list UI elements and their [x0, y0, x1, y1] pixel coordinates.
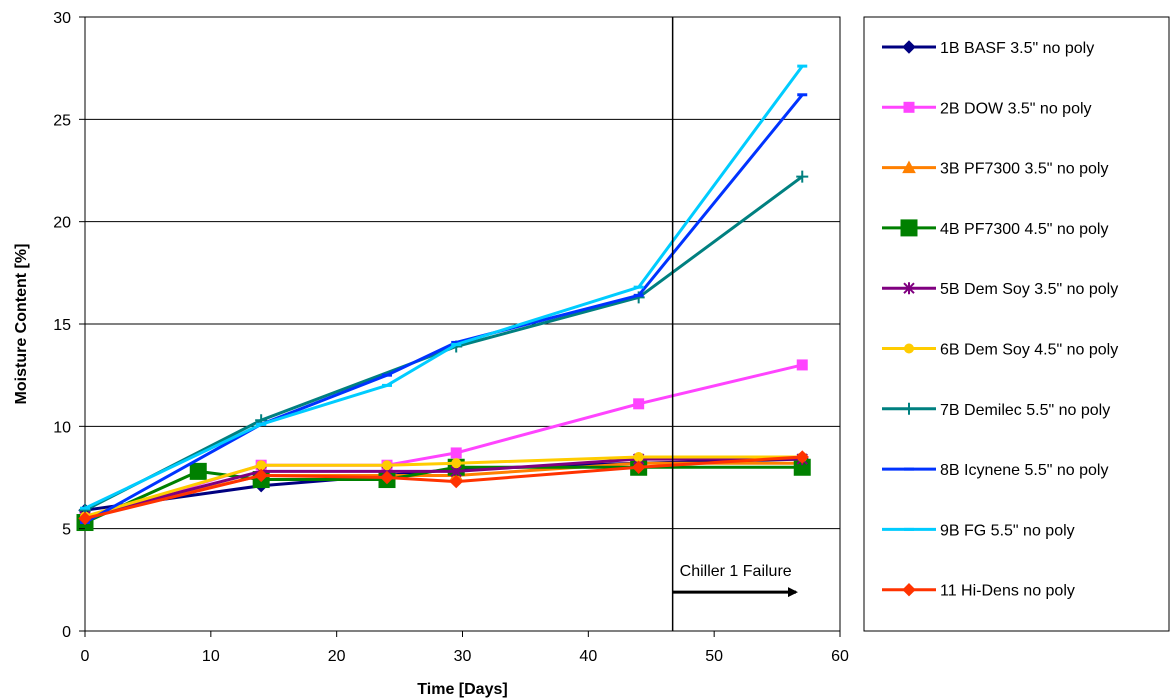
- x-tick-label: 60: [831, 648, 849, 665]
- legend-item: 2B DOW 3.5" no poly: [882, 100, 1092, 117]
- legend-label: 5B Dem Soy 3.5" no poly: [940, 281, 1118, 298]
- legend-swatch-marker: [904, 343, 914, 354]
- y-tick-label: 0: [62, 624, 71, 641]
- data-point: [256, 460, 267, 471]
- x-axis-title: Time [Days]: [417, 681, 507, 698]
- legend-label: 11 Hi-Dens no poly: [940, 583, 1075, 600]
- y-tick-label: 30: [53, 10, 71, 27]
- data-point: [449, 474, 463, 489]
- data-point: [380, 470, 394, 485]
- y-tick-label: 25: [53, 112, 71, 129]
- x-tick-label: 40: [579, 648, 597, 665]
- data-point: [795, 450, 809, 464]
- legend-label: 3B PF7300 3.5" no poly: [940, 161, 1108, 178]
- x-tick-label: 10: [202, 648, 220, 665]
- series-10: [78, 450, 809, 526]
- legend-swatch-marker: [903, 101, 915, 113]
- data-point: [382, 460, 392, 471]
- data-point: [254, 468, 268, 483]
- legend-swatch-marker: [900, 219, 918, 237]
- series-line: [84, 93, 804, 524]
- data-point: [633, 452, 644, 463]
- axes: 0 5 10 15 20 25 30 0 10 20 30 40 50 60: [53, 10, 849, 665]
- legend-item: 6B Dem Soy 4.5" no poly: [882, 342, 1118, 359]
- y-tick-label: 5: [62, 522, 71, 539]
- y-axis-title: Moisture Content [%]: [13, 244, 30, 405]
- legend-swatch-marker: [903, 402, 915, 415]
- x-tick-label: 50: [705, 648, 723, 665]
- data-point: [796, 359, 808, 371]
- legend-item: 7B Demilec 5.5" no poly: [882, 402, 1110, 419]
- legend-swatch-marker: [902, 160, 916, 174]
- legend-label: 7B Demilec 5.5" no poly: [940, 402, 1110, 419]
- x-tick-label: 30: [454, 648, 472, 665]
- legend-label: 9B FG 5.5" no poly: [940, 522, 1075, 539]
- series-line: [84, 455, 803, 520]
- legend-item: 9B FG 5.5" no poly: [882, 522, 1075, 539]
- series-line: [84, 65, 804, 510]
- data-point: [451, 458, 462, 469]
- legend-swatch-marker: [902, 582, 916, 597]
- data-point: [633, 398, 645, 410]
- x-tick-label: 0: [81, 648, 90, 665]
- annotation: Chiller 1 Failure: [671, 17, 798, 631]
- data-point: [450, 447, 462, 459]
- series-lines: [76, 64, 811, 532]
- legend-item: 5B Dem Soy 3.5" no poly: [882, 281, 1118, 298]
- y-tick-label: 15: [53, 317, 71, 334]
- legend-label: 1B BASF 3.5" no poly: [940, 40, 1094, 57]
- data-point: [78, 511, 92, 526]
- legend-label: 2B DOW 3.5" no poly: [940, 100, 1092, 117]
- data-point: [796, 170, 809, 183]
- x-tick-label: 20: [328, 648, 346, 665]
- chiller-failure-label: Chiller 1 Failure: [680, 563, 792, 580]
- legend-label: 8B Icynene 5.5" no poly: [940, 462, 1108, 479]
- y-tick-label: 10: [53, 419, 71, 436]
- legend: 1B BASF 3.5" no poly 2B DOW 3.5" no poly 3…: [863, 16, 1170, 632]
- series-line: [84, 455, 803, 518]
- legend-item: 1B BASF 3.5" no poly: [882, 40, 1094, 57]
- y-tick-label: 20: [53, 215, 71, 232]
- legend-label: 4B PF7300 4.5" no poly: [940, 221, 1108, 238]
- data-point: [631, 460, 646, 474]
- legend-label: 6B Dem Soy 4.5" no poly: [940, 342, 1118, 359]
- legend-swatch-marker: [902, 40, 916, 54]
- legend-item: 11 Hi-Dens no poly: [882, 583, 1075, 600]
- series-9: [80, 64, 808, 510]
- legend-item: 4B PF7300 4.5" no poly: [882, 219, 1108, 238]
- series-2: [79, 359, 808, 524]
- series-line: [84, 457, 803, 518]
- legend-item: 3B PF7300 3.5" no poly: [882, 160, 1108, 178]
- data-point: [189, 462, 207, 480]
- legend-item: 8B Icynene 5.5" no poly: [882, 462, 1108, 479]
- legend-swatch-marker: [903, 282, 915, 295]
